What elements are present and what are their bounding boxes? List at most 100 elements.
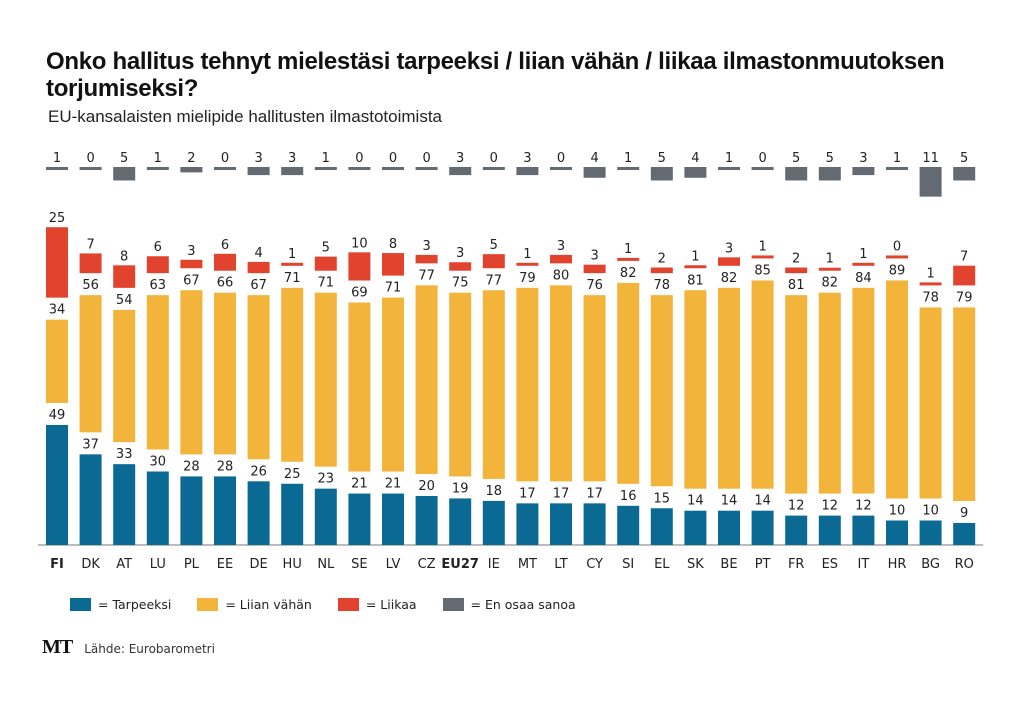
legend-item-tarpeeksi: = Tarpeeksi <box>70 597 171 612</box>
bar-liikaa <box>852 262 875 266</box>
value-label-en-osaa-sanoa: 1 <box>893 151 901 166</box>
value-label-liian-vahan: 76 <box>586 278 603 293</box>
value-label-liikaa: 6 <box>221 238 229 253</box>
value-label-en-osaa-sanoa: 3 <box>254 151 262 166</box>
category-label: NL <box>317 557 335 572</box>
category-label: PL <box>184 557 200 572</box>
value-label-liikaa: 4 <box>254 246 262 261</box>
bar-liikaa <box>650 267 673 274</box>
chart-title: Onko hallitus tehnyt mielestäsi tarpeeks… <box>46 48 945 102</box>
value-label-tarpeeksi: 28 <box>183 459 200 474</box>
value-label-liian-vahan: 67 <box>250 278 267 293</box>
value-label-tarpeeksi: 30 <box>150 455 167 470</box>
footer: MT Lähde: Eurobarometri <box>42 636 215 659</box>
bar-en-osaa-sanoa <box>550 167 572 170</box>
value-label-en-osaa-sanoa: 1 <box>725 151 733 166</box>
bar-en-osaa-sanoa <box>113 167 136 181</box>
bar-tarpeeksi <box>516 503 539 545</box>
bar-liikaa <box>180 259 203 269</box>
bar-en-osaa-sanoa <box>281 167 304 176</box>
category-label: LU <box>150 557 166 572</box>
value-label-en-osaa-sanoa: 4 <box>590 151 598 166</box>
bar-liian-vahan <box>818 292 841 494</box>
legend-swatch <box>337 598 359 611</box>
value-label-liikaa: 1 <box>288 247 296 262</box>
bar-en-osaa-sanoa <box>482 167 505 170</box>
value-label-liian-vahan: 78 <box>922 290 939 305</box>
value-label-liikaa: 6 <box>154 240 162 255</box>
value-label-tarpeeksi: 37 <box>82 437 99 452</box>
category-label: SE <box>351 557 367 572</box>
value-label-liian-vahan: 81 <box>788 278 805 293</box>
bar-en-osaa-sanoa <box>247 167 270 176</box>
value-label-liikaa: 5 <box>322 241 330 256</box>
category-label: SK <box>687 557 704 572</box>
bar-liikaa <box>415 254 438 264</box>
value-label-liikaa: 2 <box>658 252 666 267</box>
value-label-en-osaa-sanoa: 1 <box>154 151 162 166</box>
value-label-liikaa: 1 <box>926 266 934 281</box>
value-label-liian-vahan: 89 <box>889 263 906 278</box>
value-label-liikaa: 1 <box>859 247 867 262</box>
bar-en-osaa-sanoa <box>818 167 841 181</box>
value-label-en-osaa-sanoa: 5 <box>658 151 666 166</box>
value-label-liikaa: 10 <box>351 236 368 251</box>
source-note: Lähde: Eurobarometri <box>84 642 215 656</box>
value-label-tarpeeksi: 25 <box>284 467 301 482</box>
bar-liian-vahan <box>617 282 640 484</box>
bar-en-osaa-sanoa <box>146 167 169 170</box>
category-label: EU27 <box>441 557 479 572</box>
bar-liian-vahan <box>718 287 740 489</box>
value-label-tarpeeksi: 17 <box>519 486 536 501</box>
category-label: CY <box>586 557 603 572</box>
bar-en-osaa-sanoa <box>953 167 976 181</box>
bar-tarpeeksi <box>247 481 270 545</box>
value-label-tarpeeksi: 33 <box>116 447 133 462</box>
bar-liikaa <box>583 264 606 274</box>
bar-tarpeeksi <box>550 503 572 545</box>
value-label-liian-vahan: 77 <box>486 273 503 288</box>
value-label-liian-vahan: 69 <box>351 286 368 301</box>
bar-liikaa <box>348 252 371 281</box>
bar-liikaa <box>617 257 640 261</box>
value-label-en-osaa-sanoa: 2 <box>187 151 195 166</box>
bar-liikaa <box>751 255 774 259</box>
category-label: MT <box>518 557 537 572</box>
bar-liikaa <box>718 257 740 266</box>
bar-tarpeeksi <box>919 520 942 545</box>
value-label-tarpeeksi: 10 <box>889 504 906 519</box>
value-label-liian-vahan: 71 <box>385 281 402 296</box>
value-label-tarpeeksi: 12 <box>788 499 805 514</box>
bar-en-osaa-sanoa <box>180 167 203 173</box>
bar-liian-vahan <box>886 280 908 499</box>
value-label-en-osaa-sanoa: 1 <box>322 151 330 166</box>
category-label: PT <box>755 557 771 572</box>
bar-en-osaa-sanoa <box>650 167 673 181</box>
value-label-en-osaa-sanoa: 5 <box>826 151 834 166</box>
value-label-liian-vahan: 56 <box>82 278 99 293</box>
bar-liikaa <box>785 267 808 274</box>
value-label-tarpeeksi: 9 <box>960 506 968 521</box>
value-label-en-osaa-sanoa: 3 <box>456 151 464 166</box>
category-label: FI <box>50 557 64 572</box>
bar-tarpeeksi <box>583 503 606 545</box>
bar-tarpeeksi <box>852 515 875 545</box>
value-label-tarpeeksi: 17 <box>586 486 603 501</box>
bar-en-osaa-sanoa <box>617 167 640 170</box>
bar-tarpeeksi <box>886 520 908 545</box>
value-label-en-osaa-sanoa: 4 <box>691 151 699 166</box>
bar-tarpeeksi <box>314 488 337 545</box>
category-label: DE <box>249 557 267 572</box>
value-label-liikaa: 5 <box>490 238 498 253</box>
value-label-en-osaa-sanoa: 3 <box>288 151 296 166</box>
value-label-en-osaa-sanoa: 0 <box>221 151 229 166</box>
bar-liian-vahan <box>348 302 371 472</box>
value-label-tarpeeksi: 21 <box>351 477 368 492</box>
category-label: FR <box>788 557 805 572</box>
value-label-tarpeeksi: 16 <box>620 489 637 504</box>
value-label-liian-vahan: 84 <box>855 271 872 286</box>
bar-tarpeeksi <box>79 454 102 545</box>
category-label: EL <box>654 557 670 572</box>
bar-en-osaa-sanoa <box>79 167 102 170</box>
bar-tarpeeksi <box>382 493 404 545</box>
